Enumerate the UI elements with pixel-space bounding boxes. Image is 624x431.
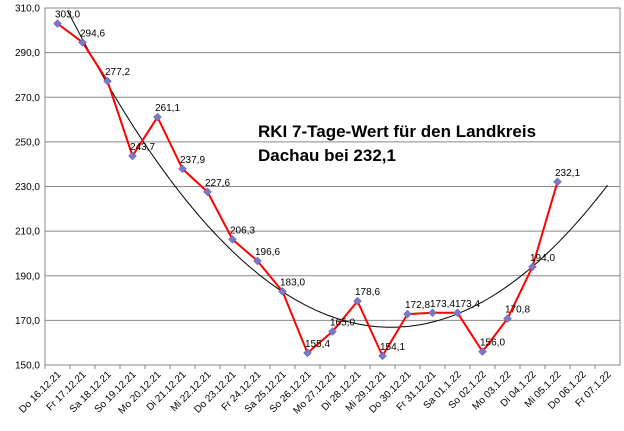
value-label: 173,4 <box>455 299 480 310</box>
data-point <box>78 38 87 47</box>
value-label: 156,0 <box>480 338 505 349</box>
y-tick-label: 190,0 <box>15 271 40 282</box>
value-label: 227,6 <box>205 178 230 189</box>
value-label: 165,0 <box>330 318 355 329</box>
data-point <box>228 235 237 244</box>
y-tick-label: 150,0 <box>15 361 40 372</box>
y-tick-label: 250,0 <box>15 137 40 148</box>
value-label: 170,8 <box>505 305 530 316</box>
y-tick-label: 270,0 <box>15 93 40 104</box>
data-point <box>403 309 412 319</box>
data-point <box>478 347 487 356</box>
y-tick-label: 230,0 <box>15 182 40 193</box>
value-label: 155,4 <box>305 339 330 350</box>
value-label: 243,7 <box>130 142 155 153</box>
value-label: 206,3 <box>230 225 255 236</box>
value-label: 237,9 <box>180 155 205 166</box>
data-point <box>303 348 312 358</box>
data-point <box>528 262 537 272</box>
data-point <box>278 287 287 296</box>
data-point <box>153 112 162 122</box>
data-point <box>428 308 437 318</box>
data-point <box>328 327 337 336</box>
value-label: 172,8 <box>405 300 430 311</box>
value-label: 154,1 <box>380 342 405 353</box>
data-point <box>553 177 562 187</box>
value-label: 232,1 <box>555 168 580 179</box>
data-point <box>378 351 387 361</box>
value-label: 303,0 <box>55 10 80 21</box>
value-label: 183,0 <box>280 277 305 288</box>
value-label: 294,6 <box>80 28 105 39</box>
value-label: 277,2 <box>105 67 130 78</box>
data-point <box>253 256 262 266</box>
y-tick-label: 170,0 <box>15 316 40 327</box>
annotation: RKI 7-Tage-Wert für den Landkreis <box>258 122 536 141</box>
y-tick-label: 210,0 <box>15 227 40 238</box>
data-point <box>128 151 137 161</box>
data-point <box>103 76 112 86</box>
data-point <box>53 19 62 28</box>
data-point <box>453 308 462 318</box>
y-tick-label: 290,0 <box>15 48 40 59</box>
data-point <box>503 314 512 323</box>
data-point <box>353 296 362 306</box>
value-label: 173,4 <box>430 299 455 310</box>
value-label: 194,0 <box>530 253 555 264</box>
data-point <box>178 164 187 174</box>
data-point <box>203 187 212 197</box>
value-label: 196,6 <box>255 247 280 258</box>
value-label: 178,6 <box>355 287 380 298</box>
y-tick-label: 310,0 <box>15 4 40 15</box>
value-label: 261,1 <box>155 103 180 114</box>
trendline <box>67 10 608 328</box>
annotation: Dachau bei 232,1 <box>258 146 396 165</box>
